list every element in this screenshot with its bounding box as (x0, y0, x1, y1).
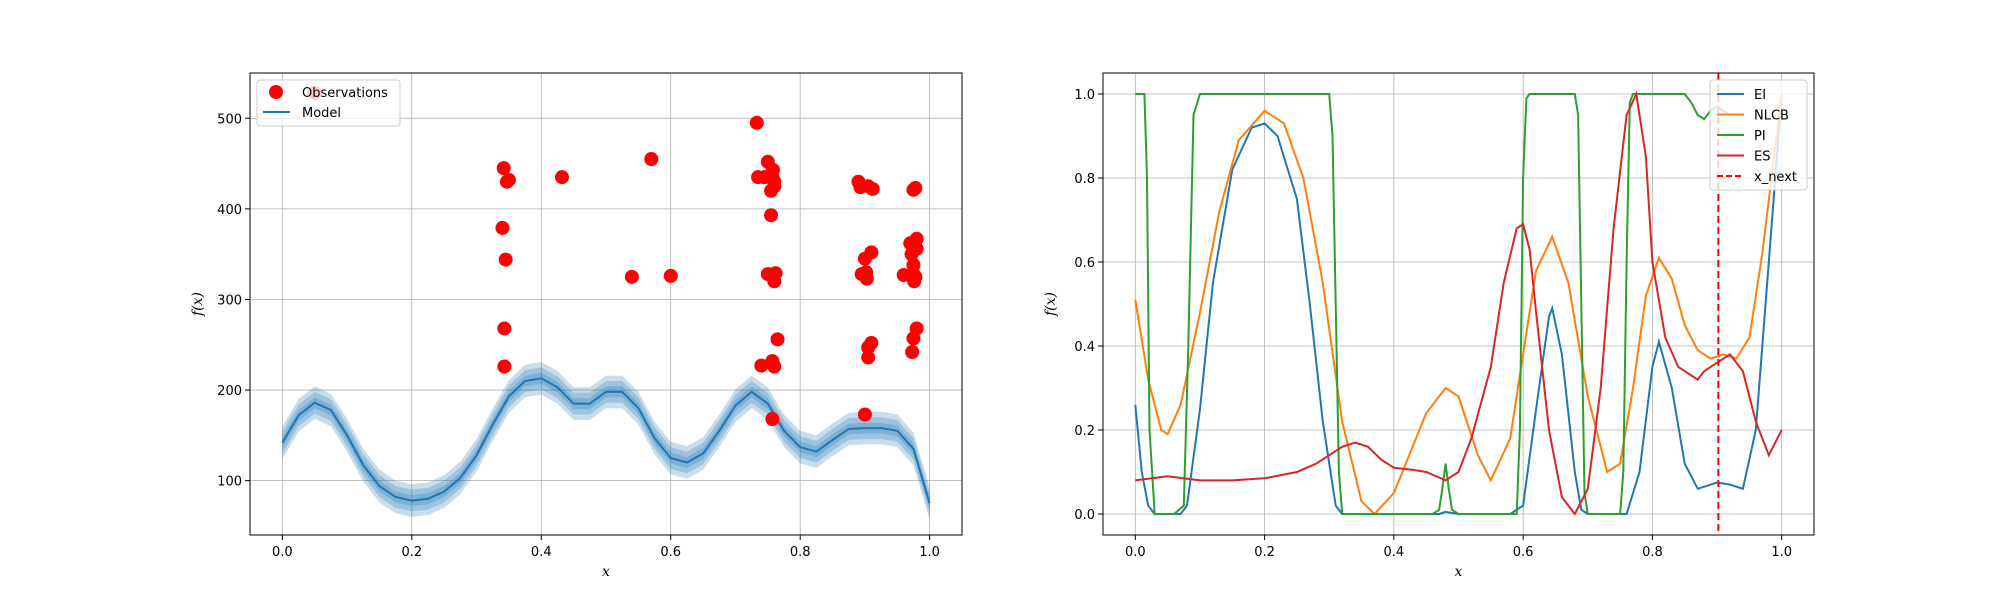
observation-point (749, 115, 764, 130)
y-tick-label: 1.0 (1074, 88, 1095, 103)
x-tick-label: 0.4 (1384, 545, 1405, 560)
series-line-nlcb (1134, 93, 1783, 516)
y-axis-label: f(x) (190, 292, 206, 317)
x-tick-label: 0.6 (660, 545, 681, 560)
legend-label-model: Model (302, 106, 341, 121)
observation-point (497, 321, 512, 336)
y-tick-label: 200 (217, 384, 242, 399)
y-axis-label: f(x) (1043, 292, 1059, 317)
legend: Observations Model (256, 79, 401, 127)
legend-label-es: ES (1754, 150, 1770, 165)
y-tick-label: 0.6 (1074, 256, 1095, 271)
observation-point (864, 335, 879, 350)
observation-point (495, 220, 510, 235)
observation-point (496, 161, 511, 176)
y-tick-label: 500 (217, 112, 242, 127)
observation-point (908, 269, 923, 284)
x-tick-label: 0.0 (1125, 545, 1146, 560)
left-chart: 0.0 0.2 0.4 0.6 0.8 1.0 100 200 300 400 500 x f(x) Ob… (190, 72, 963, 580)
observation-point (498, 252, 513, 267)
y-tick-label: 0.0 (1074, 508, 1095, 523)
model-confidence-band (282, 362, 930, 520)
model-line (281, 377, 931, 504)
observation-point (765, 412, 780, 427)
legend-label-nlcb: NLCB (1754, 109, 1789, 124)
x-tick-label: 0.2 (401, 545, 422, 560)
observation-point (864, 245, 879, 260)
observation-point (768, 266, 783, 281)
x-tick-label: 1.0 (919, 545, 940, 560)
observation-point (859, 271, 874, 286)
observation-point (624, 269, 639, 284)
x-tick-label: 0.8 (790, 545, 811, 560)
right-chart: 0.0 0.2 0.4 0.6 0.8 1.0 0.0 0.2 0.4 0.6 0.8 1.0 x f(x… (1043, 72, 1815, 580)
observation-point (497, 359, 512, 374)
x-tick-label: 0.8 (1642, 545, 1663, 560)
observation-point (909, 231, 924, 246)
legend-label-ei: EI (1754, 88, 1766, 103)
x-axis-label: x (602, 564, 610, 580)
observation-point (909, 241, 924, 256)
observation-point (908, 181, 923, 196)
y-tick-label: 0.8 (1074, 172, 1095, 187)
model-confidence-band (282, 372, 930, 509)
plot-frame (249, 72, 963, 536)
legend-label-x-next: x_next (1754, 170, 1797, 185)
series-line-es (1135, 90, 1783, 516)
observation-point (554, 170, 569, 185)
y-tick-label: 0.4 (1074, 340, 1095, 355)
legend-box (1709, 79, 1808, 191)
legend-label-observations: Observations (302, 86, 388, 101)
observation-point (767, 179, 782, 194)
observation-point (861, 350, 876, 365)
y-tick-label: 0.2 (1074, 424, 1095, 439)
legend-label-pi: PI (1754, 129, 1766, 144)
legend-marker-observations (269, 85, 283, 99)
observation-point (764, 208, 779, 223)
series-line-ei (1134, 93, 1783, 515)
x-tick-label: 0.4 (531, 545, 552, 560)
observation-point (501, 172, 516, 187)
observation-point (770, 332, 785, 347)
y-tick-label: 100 (217, 475, 242, 490)
x-tick-label: 0.2 (1254, 545, 1275, 560)
x-tick-label: 0.6 (1513, 545, 1534, 560)
observation-point (857, 407, 872, 422)
legend: EI NLCB PI ES x_next (1709, 79, 1808, 191)
observation-point (765, 354, 780, 369)
observation-point (865, 181, 880, 196)
observation-point (663, 268, 678, 283)
observation-point (906, 331, 921, 346)
legend-box (256, 79, 401, 127)
observation-point (754, 358, 769, 373)
series-line-pi (1135, 93, 1731, 515)
x-tick-label: 1.0 (1771, 545, 1792, 560)
observation-point (644, 152, 659, 167)
observation-point (765, 162, 780, 177)
y-tick-label: 300 (217, 293, 242, 308)
x-axis-label: x (1455, 564, 1463, 580)
x-tick-label: 0.0 (272, 545, 293, 560)
y-tick-label: 400 (217, 203, 242, 218)
observation-point (905, 345, 920, 360)
plot-frame (1102, 72, 1815, 536)
